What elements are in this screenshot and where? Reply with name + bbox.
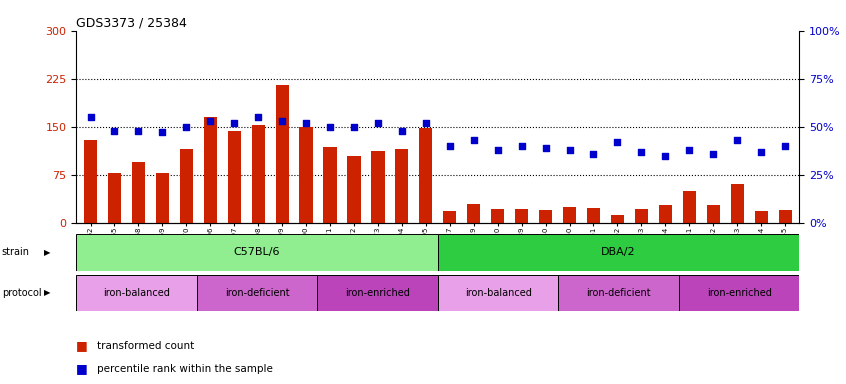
Point: [467, 137, 481, 143]
Point: [539, 145, 552, 151]
Bar: [539, 210, 552, 223]
Bar: [437, 234, 799, 271]
Bar: [251, 126, 265, 223]
Bar: [467, 204, 481, 223]
Bar: [437, 275, 558, 311]
Bar: [678, 275, 799, 311]
Bar: [515, 209, 528, 223]
Bar: [179, 149, 193, 223]
Point: [84, 114, 97, 120]
Point: [299, 120, 313, 126]
Point: [323, 124, 337, 130]
Point: [755, 149, 768, 155]
Text: percentile rank within the sample: percentile rank within the sample: [97, 364, 273, 374]
Bar: [420, 128, 432, 223]
Text: DBA/2: DBA/2: [602, 247, 636, 258]
Text: transformed count: transformed count: [97, 341, 195, 351]
Point: [419, 120, 432, 126]
Point: [563, 147, 576, 153]
Point: [611, 139, 624, 145]
Bar: [587, 208, 600, 223]
Bar: [755, 211, 767, 223]
Bar: [317, 275, 437, 311]
Bar: [323, 147, 337, 223]
Bar: [204, 117, 217, 223]
Text: iron-enriched: iron-enriched: [345, 288, 410, 298]
Bar: [228, 131, 241, 223]
Bar: [659, 205, 672, 223]
Bar: [299, 127, 313, 223]
Bar: [348, 156, 360, 223]
Point: [515, 143, 529, 149]
Bar: [156, 173, 169, 223]
Point: [107, 127, 121, 134]
Point: [443, 143, 457, 149]
Point: [634, 149, 648, 155]
Bar: [276, 85, 288, 223]
Point: [132, 127, 146, 134]
Bar: [778, 210, 792, 223]
Point: [491, 147, 504, 153]
Text: GDS3373 / 25384: GDS3373 / 25384: [76, 17, 187, 30]
Bar: [443, 211, 456, 223]
Point: [730, 137, 744, 143]
Bar: [132, 162, 145, 223]
Point: [228, 120, 241, 126]
Point: [275, 118, 288, 124]
Bar: [706, 205, 720, 223]
Bar: [491, 209, 504, 223]
Bar: [395, 149, 409, 223]
Text: strain: strain: [2, 247, 30, 258]
Point: [347, 124, 360, 130]
Point: [204, 118, 217, 124]
Point: [371, 120, 385, 126]
Bar: [196, 275, 317, 311]
Text: iron-deficient: iron-deficient: [586, 288, 651, 298]
Bar: [84, 139, 97, 223]
Text: ■: ■: [76, 339, 92, 352]
Text: iron-balanced: iron-balanced: [464, 288, 531, 298]
Point: [706, 151, 720, 157]
Text: iron-enriched: iron-enriched: [706, 288, 772, 298]
Bar: [76, 234, 437, 271]
Bar: [563, 207, 576, 223]
Point: [179, 124, 193, 130]
Text: C57BL/6: C57BL/6: [233, 247, 280, 258]
Text: iron-balanced: iron-balanced: [103, 288, 170, 298]
Bar: [634, 209, 648, 223]
Text: protocol: protocol: [2, 288, 41, 298]
Text: ▶: ▶: [44, 288, 51, 297]
Point: [587, 151, 601, 157]
Point: [156, 129, 169, 136]
Bar: [731, 184, 744, 223]
Bar: [371, 151, 385, 223]
Bar: [108, 173, 121, 223]
Point: [683, 147, 696, 153]
Point: [395, 127, 409, 134]
Bar: [683, 191, 696, 223]
Point: [778, 143, 792, 149]
Text: iron-deficient: iron-deficient: [225, 288, 289, 298]
Point: [658, 152, 672, 159]
Point: [251, 114, 265, 120]
Text: ■: ■: [76, 362, 92, 375]
Bar: [76, 275, 196, 311]
Bar: [558, 275, 678, 311]
Text: ▶: ▶: [44, 248, 51, 257]
Bar: [611, 215, 624, 223]
